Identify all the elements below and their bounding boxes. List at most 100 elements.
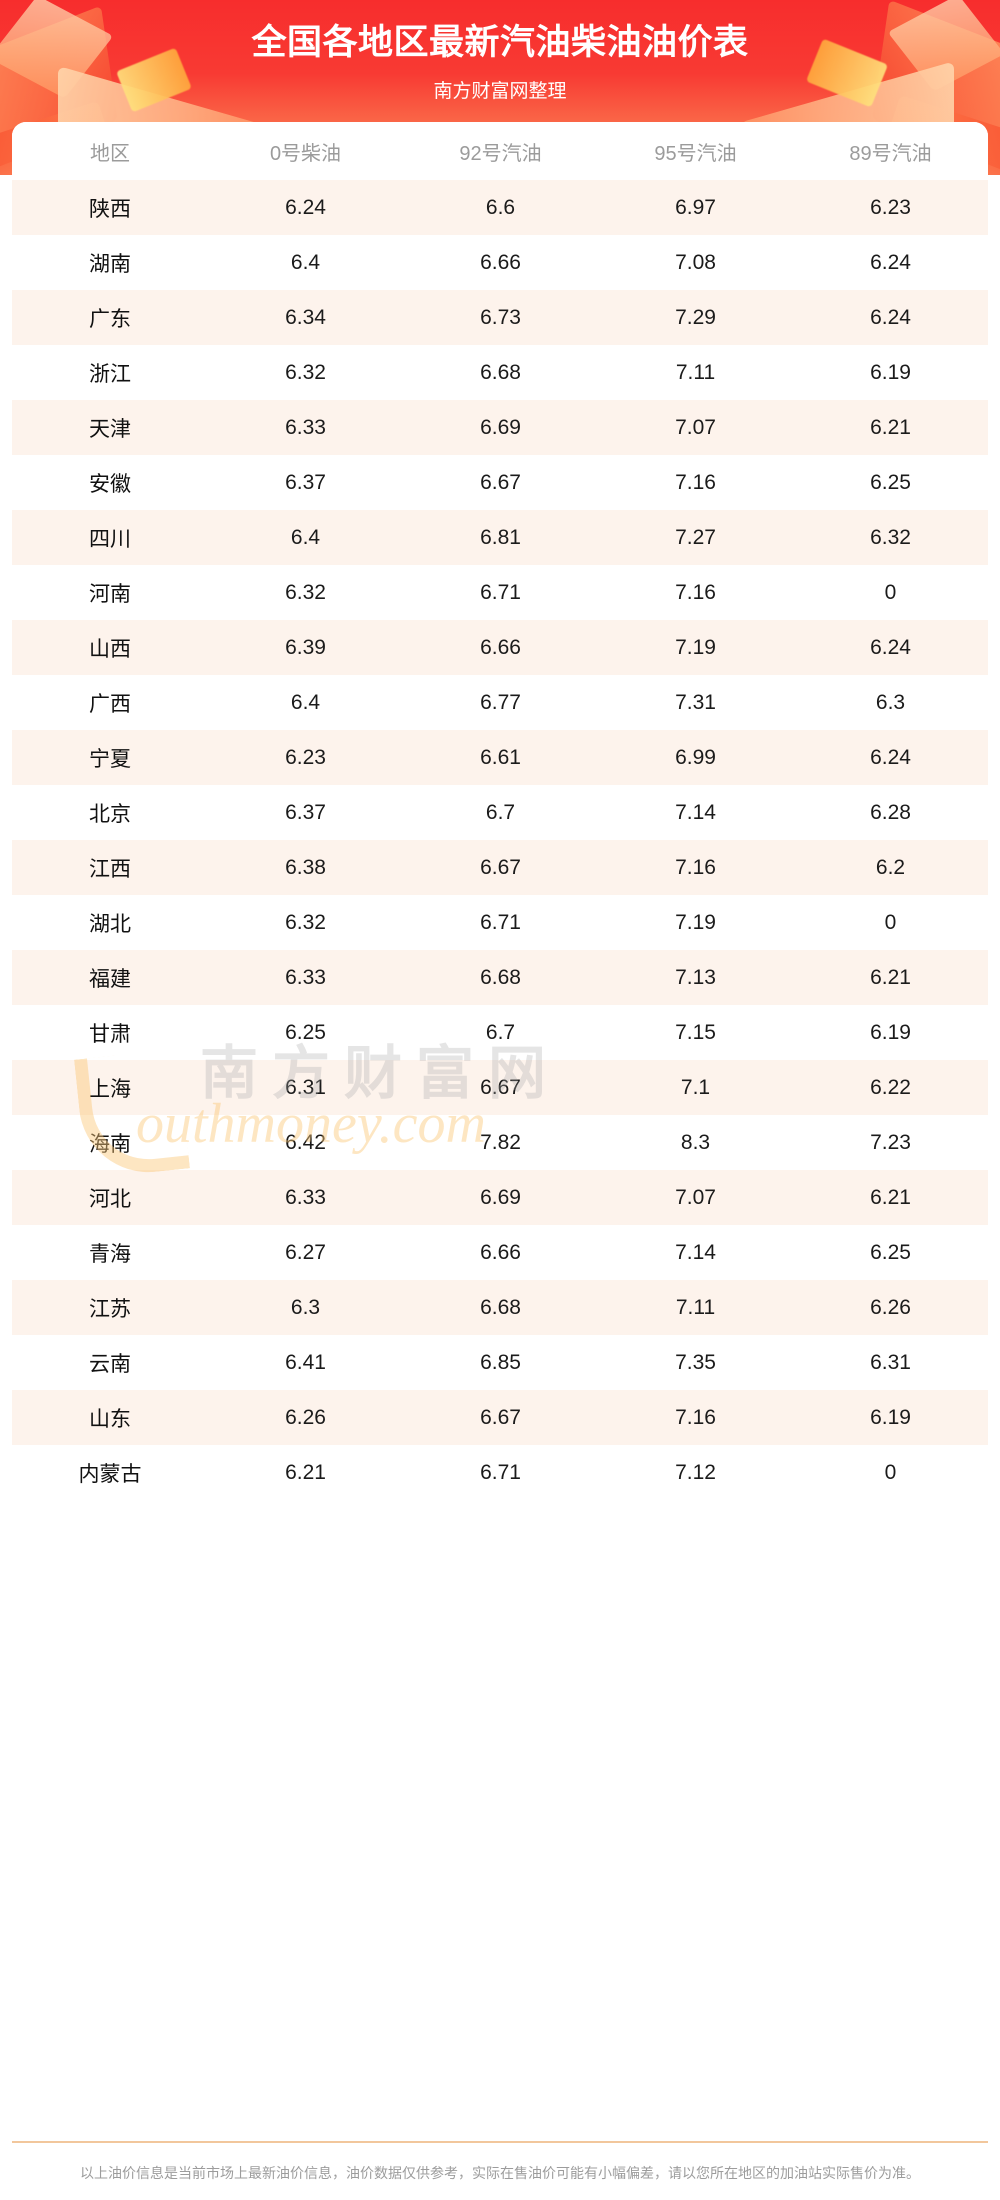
cell-gas89-price: 6.22 [793,1060,988,1115]
oil-price-table: 地区 0号柴油 92号汽油 95号汽油 89号汽油 陕西 6.24 6.6 6.97 6… [12,122,988,1500]
disclaimer-text: 以上油价信息是当前市场上最新油价信息，油价数据仅供参考，实际在售油价可能有小幅偏… [80,2165,920,2181]
cell-region: 天津 [12,400,208,455]
cell-gas95-price: 7.16 [598,455,793,510]
cell-gas89-price: 0 [793,895,988,950]
cell-gas95-price: 7.11 [598,1280,793,1335]
cell-gas92-price: 6.68 [403,1280,598,1335]
table-row: 湖南 6.4 6.66 7.08 6.24 [12,235,988,290]
cell-diesel0-price: 6.26 [208,1390,403,1445]
cell-gas95-price: 7.14 [598,785,793,840]
cell-gas95-price: 7.16 [598,565,793,620]
cell-gas92-price: 6.71 [403,1445,598,1500]
cell-gas95-price: 7.15 [598,1005,793,1060]
column-header-gas92: 92号汽油 [403,122,598,180]
table-header-row: 地区 0号柴油 92号汽油 95号汽油 89号汽油 [12,122,988,180]
cell-gas92-price: 6.85 [403,1335,598,1390]
cell-diesel0-price: 6.42 [208,1115,403,1170]
cell-region: 安徽 [12,455,208,510]
cell-gas92-price: 6.67 [403,455,598,510]
cell-gas95-price: 7.19 [598,620,793,675]
table-row: 四川 6.4 6.81 7.27 6.32 [12,510,988,565]
cell-diesel0-price: 6.31 [208,1060,403,1115]
page-subtitle: 南方财富网整理 [433,81,567,102]
cell-gas89-price: 6.26 [793,1280,988,1335]
table-row: 安徽 6.37 6.67 7.16 6.25 [12,455,988,510]
cell-gas89-price: 0 [793,1445,988,1500]
table-row: 内蒙古 6.21 6.71 7.12 0 [12,1445,988,1500]
cell-gas92-price: 6.66 [403,620,598,675]
cell-gas95-price: 6.99 [598,730,793,785]
table-header: 地区 0号柴油 92号汽油 95号汽油 89号汽油 [12,122,988,180]
cell-gas95-price: 7.07 [598,1170,793,1225]
cell-diesel0-price: 6.33 [208,1170,403,1225]
table-row: 福建 6.33 6.68 7.13 6.21 [12,950,988,1005]
cell-gas89-price: 6.21 [793,950,988,1005]
cell-gas95-price: 7.35 [598,1335,793,1390]
column-header-gas95: 95号汽油 [598,122,793,180]
cell-gas92-price: 6.7 [403,785,598,840]
table-row: 河北 6.33 6.69 7.07 6.21 [12,1170,988,1225]
cell-gas89-price: 6.21 [793,400,988,455]
cell-gas92-price: 7.82 [403,1115,598,1170]
cell-region: 云南 [12,1335,208,1390]
cell-gas95-price: 8.3 [598,1115,793,1170]
cell-region: 北京 [12,785,208,840]
cell-diesel0-price: 6.24 [208,180,403,235]
cell-gas95-price: 7.27 [598,510,793,565]
cell-gas95-price: 6.97 [598,180,793,235]
table-row: 陕西 6.24 6.6 6.97 6.23 [12,180,988,235]
cell-diesel0-price: 6.41 [208,1335,403,1390]
column-header-gas89: 89号汽油 [793,122,988,180]
cell-diesel0-price: 6.4 [208,235,403,290]
cell-gas95-price: 7.19 [598,895,793,950]
cell-gas89-price: 6.19 [793,1390,988,1445]
cell-gas95-price: 7.14 [598,1225,793,1280]
cell-gas92-price: 6.68 [403,345,598,400]
cell-region: 上海 [12,1060,208,1115]
table-row: 广东 6.34 6.73 7.29 6.24 [12,290,988,345]
cell-gas89-price: 6.32 [793,510,988,565]
cell-gas92-price: 6.71 [403,565,598,620]
table-row: 浙江 6.32 6.68 7.11 6.19 [12,345,988,400]
cell-region: 甘肃 [12,1005,208,1060]
cell-diesel0-price: 6.32 [208,345,403,400]
cell-region: 湖北 [12,895,208,950]
table-row: 宁夏 6.23 6.61 6.99 6.24 [12,730,988,785]
cell-diesel0-price: 6.25 [208,1005,403,1060]
table-row: 甘肃 6.25 6.7 7.15 6.19 [12,1005,988,1060]
cell-region: 河南 [12,565,208,620]
cell-gas89-price: 6.19 [793,345,988,400]
price-table-card: 地区 0号柴油 92号汽油 95号汽油 89号汽油 陕西 6.24 6.6 6.97 6… [12,122,988,1500]
table-row: 青海 6.27 6.66 7.14 6.25 [12,1225,988,1280]
cell-gas89-price: 6.24 [793,235,988,290]
table-row: 上海 6.31 6.67 7.1 6.22 [12,1060,988,1115]
cell-diesel0-price: 6.32 [208,895,403,950]
cell-gas89-price: 6.24 [793,730,988,785]
column-header-region: 地区 [12,122,208,180]
cell-gas95-price: 7.1 [598,1060,793,1115]
cell-region: 浙江 [12,345,208,400]
cell-diesel0-price: 6.39 [208,620,403,675]
cell-gas89-price: 6.25 [793,1225,988,1280]
cell-region: 广东 [12,290,208,345]
footer: 以上油价信息是当前市场上最新油价信息，油价数据仅供参考，实际在售油价可能有小幅偏… [12,2141,988,2200]
cell-gas89-price: 6.2 [793,840,988,895]
cell-diesel0-price: 6.21 [208,1445,403,1500]
cell-diesel0-price: 6.34 [208,290,403,345]
table-row: 山西 6.39 6.66 7.19 6.24 [12,620,988,675]
cell-diesel0-price: 6.38 [208,840,403,895]
table-row: 天津 6.33 6.69 7.07 6.21 [12,400,988,455]
cell-gas89-price: 6.21 [793,1170,988,1225]
cell-region: 江苏 [12,1280,208,1335]
cell-gas95-price: 7.12 [598,1445,793,1500]
cell-gas89-price: 6.31 [793,1335,988,1390]
cell-gas89-price: 6.19 [793,1005,988,1060]
cell-gas89-price: 0 [793,565,988,620]
cell-gas92-price: 6.66 [403,235,598,290]
cell-diesel0-price: 6.4 [208,510,403,565]
cell-gas92-price: 6.77 [403,675,598,730]
cell-gas89-price: 6.3 [793,675,988,730]
cell-diesel0-price: 6.27 [208,1225,403,1280]
cell-diesel0-price: 6.32 [208,565,403,620]
cell-gas92-price: 6.67 [403,1390,598,1445]
